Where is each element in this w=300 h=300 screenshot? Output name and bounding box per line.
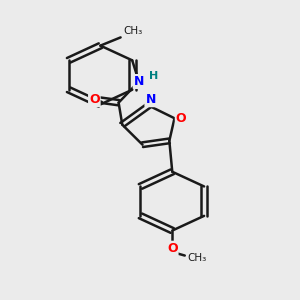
Text: N: N — [146, 93, 156, 106]
Text: H: H — [149, 71, 158, 81]
Text: O: O — [89, 93, 100, 106]
Text: CH₃: CH₃ — [124, 26, 143, 36]
Text: N: N — [134, 75, 144, 88]
Text: O: O — [167, 242, 178, 255]
Text: CH₃: CH₃ — [188, 253, 207, 263]
Text: O: O — [176, 112, 186, 125]
